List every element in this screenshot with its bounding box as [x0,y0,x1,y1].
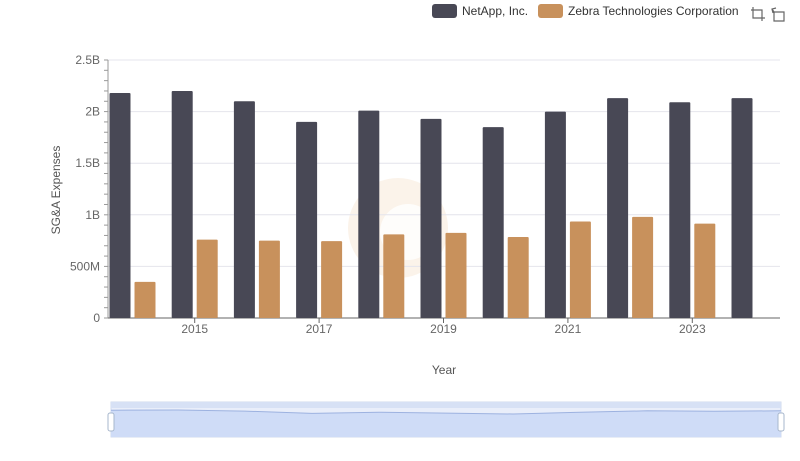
bar-netapp-2024[interactable] [731,98,753,319]
legend: NetApp, Inc. Zebra Technologies Corporat… [432,4,749,18]
bars [109,90,753,319]
legend-item-netapp[interactable]: NetApp, Inc. [432,4,528,18]
zoom-top-bar[interactable] [111,402,781,408]
bar-zebra-2023[interactable] [694,223,716,318]
zoom-preview-line [110,409,782,415]
bar-netapp-2015[interactable] [171,90,193,319]
x-axis: 2015 2017 2019 2021 2023 [108,317,780,336]
bar-netapp-2022[interactable] [607,98,629,319]
bar-zebra-2022[interactable] [632,216,654,318]
bar-netapp-2023[interactable] [669,102,691,318]
zoom-handle-right[interactable] [777,412,785,432]
x-tick-label: 2021 [555,322,582,336]
legend-swatch-zebra [538,4,564,18]
y-tick-label: 0 [93,311,100,325]
bar-netapp-2020[interactable] [482,127,504,318]
bar-netapp-2014[interactable] [109,93,131,318]
bar-netapp-2019[interactable] [420,118,442,318]
bar-zebra-2020[interactable] [507,236,529,318]
bar-zebra-2019[interactable] [445,232,467,318]
legend-label-netapp: NetApp, Inc. [462,4,529,18]
y-tick-label: 2B [85,105,100,119]
data-zoom-slider[interactable] [107,401,785,438]
x-tick-label: 2015 [181,322,208,336]
legend-label-zebra: Zebra Technologies Corporation [568,4,739,18]
y-tick-label: 1.5B [75,156,100,170]
y-tick-label: 500M [70,259,100,273]
y-tick-label: 1B [85,208,100,222]
restore-icon[interactable] [770,6,786,22]
bar-zebra-2018[interactable] [383,234,405,318]
legend-item-zebra[interactable]: Zebra Technologies Corporation [538,4,739,18]
x-tick-label: 2023 [679,322,706,336]
zoom-handle-left[interactable] [107,412,115,432]
x-axis-label: Year [431,363,457,377]
bar-zebra-2016[interactable] [258,240,280,318]
bar-zebra-2021[interactable] [569,221,591,318]
bar-netapp-2017[interactable] [296,121,318,318]
bar-netapp-2021[interactable] [544,111,566,318]
legend-swatch-netapp [432,4,457,18]
y-tick-label: 2.5B [75,53,100,67]
bar-zebra-2017[interactable] [321,241,343,318]
x-tick-label: 2017 [306,322,333,336]
zoom-select-icon[interactable] [750,6,766,22]
bar-zebra-2015[interactable] [196,239,218,318]
bar-zebra-2014[interactable] [134,281,156,318]
bar-netapp-2018[interactable] [358,110,380,319]
bar-netapp-2016[interactable] [233,101,255,318]
y-axis-label: SG&A Expenses [49,145,63,235]
x-tick-label: 2019 [430,322,457,336]
y-axis: 0 500M 1B 1.5B 2B 2.5B [70,53,109,325]
toolbox [746,6,786,22]
zoom-preview-area [111,410,781,437]
